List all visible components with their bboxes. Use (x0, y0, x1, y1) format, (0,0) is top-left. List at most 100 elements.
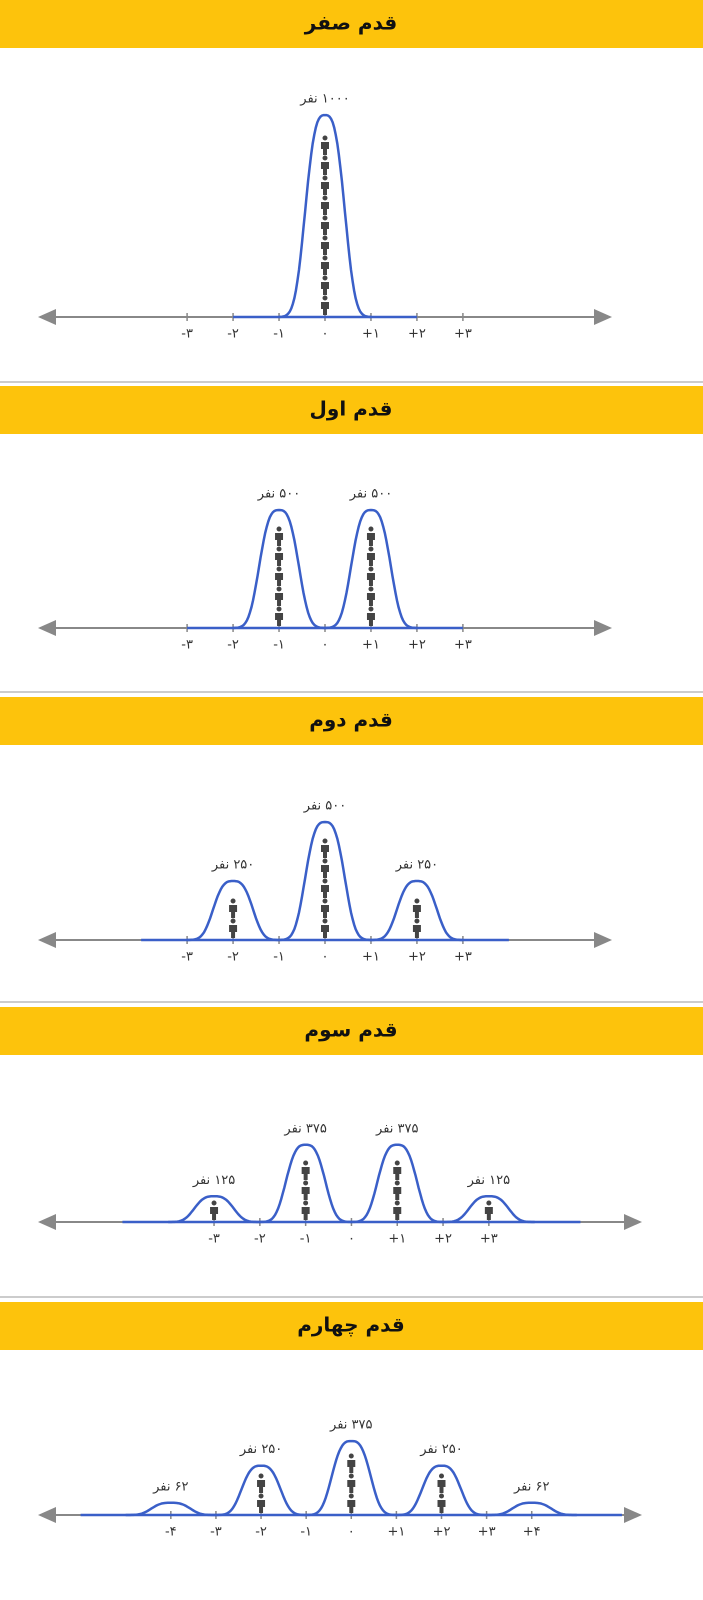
person-icon (366, 566, 375, 586)
person-icon (412, 918, 421, 938)
x-tick-label: -۲ (255, 1525, 267, 1540)
x-tick-label: +۲ (408, 638, 426, 653)
value-label: ۳۷۵ نفر (329, 1418, 372, 1433)
value-label: ۲۵۰ نفر (211, 858, 254, 873)
x-tick-label: +۱ (362, 638, 380, 653)
header-title: قدم اول (310, 397, 393, 421)
person-icon (275, 546, 284, 566)
x-tick-label: -۱ (273, 950, 285, 965)
value-label: ۵۰۰ نفر (303, 799, 346, 814)
person-icon (301, 1200, 310, 1220)
value-label: ۳۷۵ نفر (283, 1121, 326, 1136)
peak (279, 113, 371, 319)
x-tick-label: +۳ (454, 327, 472, 342)
header-title: قدم چهارم (297, 1313, 405, 1338)
header-title: قدم صفر (304, 11, 397, 35)
value-label: ۱۲۵ نفر (467, 1173, 510, 1188)
peak (125, 1501, 216, 1517)
x-tick-label: -۳ (210, 1525, 222, 1540)
person-icon (321, 838, 329, 858)
person-icon (321, 878, 329, 898)
person-icon (321, 918, 329, 938)
value-label: ۱۲۵ نفر (192, 1173, 235, 1188)
x-tick-label: -۱ (273, 327, 285, 342)
x-tick-label: -۲ (227, 638, 239, 653)
person-icon (321, 195, 329, 215)
person-icon (393, 1160, 402, 1180)
value-label: ۵۰۰ نفر (349, 487, 392, 502)
x-tick-label: +۲ (408, 327, 426, 342)
x-tick-label: +۱ (362, 327, 380, 342)
value-label: ۱۰۰۰ نفر (299, 92, 349, 107)
header-title: قدم دوم (309, 708, 393, 732)
person-icon (321, 898, 329, 918)
x-tick-label: ۰ (322, 638, 329, 653)
person-icon (393, 1200, 402, 1220)
x-tick-label: +۱ (387, 1525, 405, 1540)
person-icon (321, 135, 329, 155)
x-tick-label: +۲ (408, 950, 426, 965)
person-icon (393, 1180, 402, 1200)
person-icon (412, 898, 421, 918)
person-icon (321, 155, 329, 175)
value-label: ۲۵۰ نفر (239, 1442, 282, 1457)
x-tick-label: +۴ (523, 1525, 541, 1540)
x-tick-label: -۳ (208, 1232, 220, 1247)
person-icon (321, 275, 329, 295)
person-icon (229, 898, 238, 918)
value-label: ۵۰۰ نفر (257, 487, 300, 502)
x-tick-label: -۴ (165, 1525, 177, 1540)
peak (259, 1143, 352, 1224)
x-tick-label: +۳ (454, 950, 472, 965)
peak (278, 820, 372, 942)
x-tick-label: +۲ (434, 1232, 452, 1247)
person-icon (366, 526, 375, 546)
person-icon (229, 918, 238, 938)
person-icon (321, 858, 329, 878)
header-title: قدم سوم (304, 1018, 397, 1042)
x-tick-label: +۱ (362, 950, 380, 965)
x-tick-label: -۳ (181, 950, 193, 965)
person-icon (347, 1493, 356, 1513)
x-tick-label: +۱ (388, 1232, 406, 1247)
peak (351, 1143, 444, 1224)
x-tick-label: +۳ (478, 1525, 496, 1540)
person-icon (210, 1200, 219, 1220)
x-tick-label: -۱ (300, 1525, 312, 1540)
person-icon (321, 255, 329, 275)
person-icon (321, 295, 329, 315)
person-icon (484, 1200, 493, 1220)
peak (168, 1195, 260, 1224)
peak (233, 508, 326, 630)
x-tick-label: ۰ (348, 1525, 355, 1540)
header-bar (0, 1302, 703, 1350)
person-icon (301, 1180, 310, 1200)
person-icon (275, 606, 284, 626)
person-icon (321, 235, 329, 255)
person-icon (366, 546, 375, 566)
person-icon (347, 1453, 356, 1473)
x-tick-label: ۰ (348, 1232, 355, 1247)
peak (306, 1439, 397, 1517)
person-icon (366, 606, 375, 626)
x-tick-label: ۰ (322, 950, 329, 965)
x-tick-label: -۳ (181, 638, 193, 653)
value-label: ۲۵۰ نفر (419, 1442, 462, 1457)
x-tick-label: -۳ (181, 327, 193, 342)
x-tick-label: -۱ (300, 1232, 312, 1247)
value-label: ۳۷۵ نفر (375, 1121, 418, 1136)
peak (443, 1195, 535, 1224)
peak (396, 1464, 487, 1517)
person-icon (366, 586, 375, 606)
header-bar (0, 1007, 703, 1055)
x-tick-label: -۲ (254, 1232, 266, 1247)
x-tick-label: +۳ (454, 638, 472, 653)
x-tick-label: -۲ (227, 327, 239, 342)
value-label: ۶۲ نفر (152, 1479, 188, 1494)
person-icon (437, 1473, 446, 1493)
person-icon (437, 1493, 446, 1513)
peak (215, 1464, 307, 1517)
person-icon (257, 1473, 266, 1493)
person-icon (321, 215, 329, 235)
